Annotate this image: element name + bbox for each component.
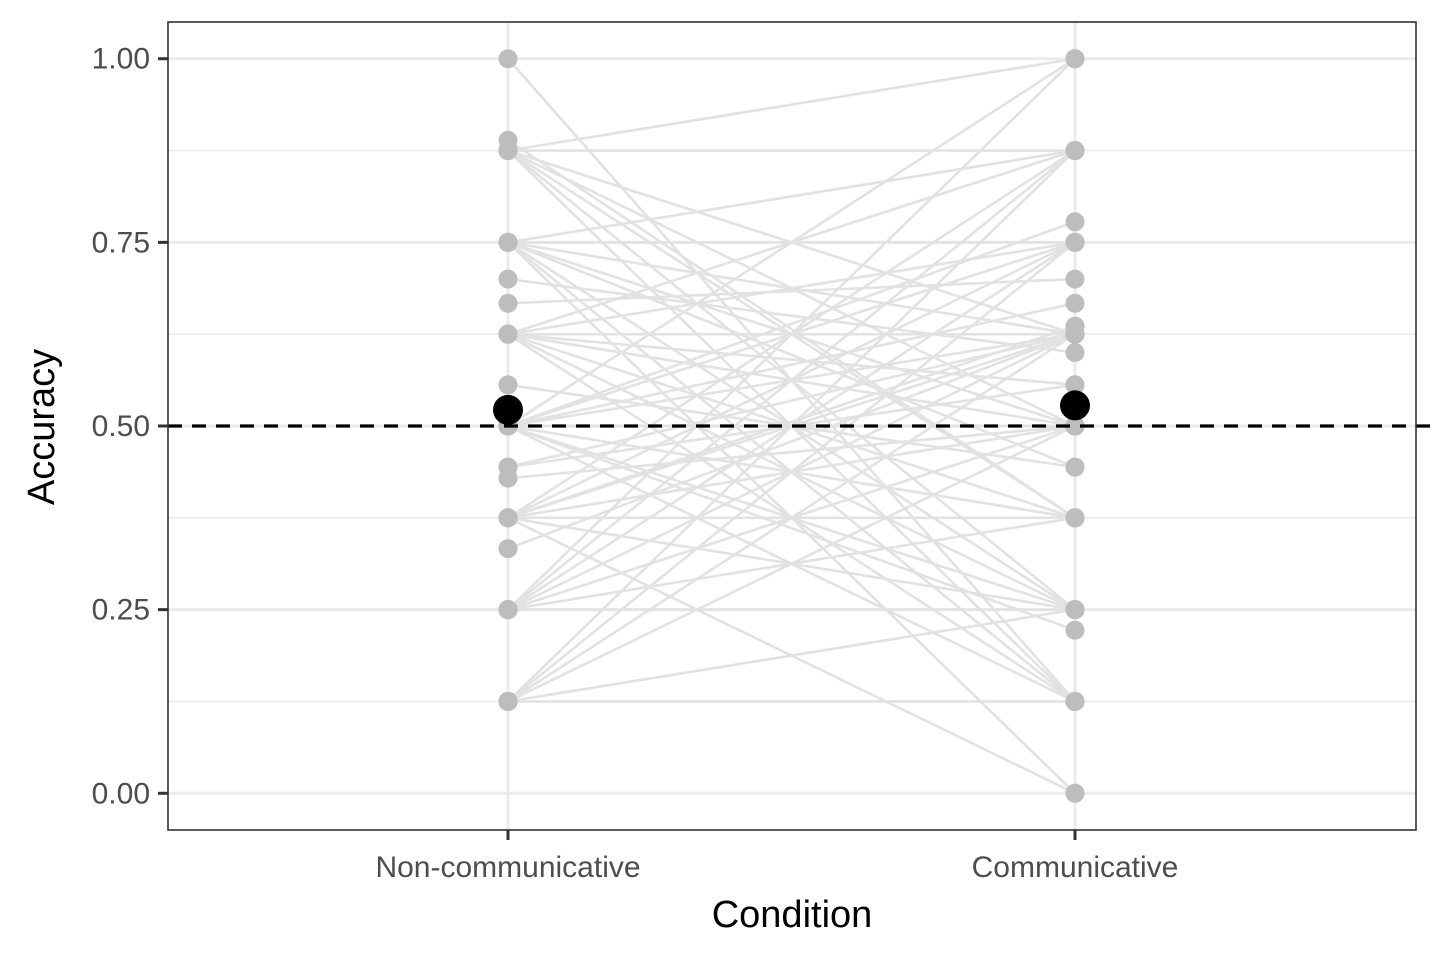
pair-line <box>507 277 1076 305</box>
pair-line <box>507 332 1076 550</box>
pair-line <box>507 241 1076 336</box>
pair-line <box>507 57 1076 611</box>
y-tick-label: 1.00 <box>92 43 150 76</box>
mean-points <box>493 390 1090 425</box>
pair-line <box>507 149 1076 703</box>
individual-point-communicative <box>1065 783 1085 803</box>
pair-line <box>507 149 1076 611</box>
individual-point-communicative <box>1065 375 1085 395</box>
individual-point-communicative <box>1065 324 1085 344</box>
individual-point-non-communicative <box>498 293 518 313</box>
pair-line <box>507 241 1076 469</box>
individual-point-communicative <box>1065 457 1085 477</box>
individual-point-communicative <box>1065 620 1085 640</box>
y-tick-label: 0.25 <box>92 594 150 627</box>
individual-point-non-communicative <box>498 600 518 620</box>
individual-point-non-communicative <box>498 539 518 559</box>
individual-point-communicative <box>1065 212 1085 232</box>
individual-point-non-communicative <box>498 232 518 252</box>
pair-line <box>507 332 1076 387</box>
mean-point <box>493 394 523 425</box>
individual-point-communicative <box>1065 691 1085 711</box>
pair-line <box>507 324 1076 520</box>
individual-point-non-communicative <box>498 375 518 395</box>
individual-point-non-communicative <box>498 269 518 289</box>
individual-point-non-communicative <box>498 324 518 344</box>
x-axis-title: Condition <box>712 894 873 936</box>
pair-line <box>507 333 1076 703</box>
pair-line <box>507 424 1076 632</box>
individual-point-non-communicative <box>498 508 518 528</box>
pair-line <box>507 608 1076 703</box>
individual-point-communicative <box>1065 49 1085 69</box>
pair-line <box>507 424 1076 703</box>
individual-point-communicative <box>1065 508 1085 528</box>
pair-line <box>507 57 1076 428</box>
individual-point-communicative <box>1065 141 1085 161</box>
pair-lines <box>507 57 1076 795</box>
mean-point <box>1060 390 1090 421</box>
pair-line <box>507 149 1076 244</box>
x-tick-label: Non-communicative <box>375 851 640 884</box>
pair-line <box>507 220 1076 428</box>
pair-line <box>507 302 1076 428</box>
pair-line <box>507 332 1076 469</box>
y-tick-label: 0.00 <box>92 777 150 810</box>
individual-point-communicative <box>1065 343 1085 363</box>
individual-point-non-communicative <box>498 141 518 161</box>
individual-point-communicative <box>1065 232 1085 252</box>
y-tick-label: 0.75 <box>92 226 150 259</box>
individual-point-non-communicative <box>498 468 518 488</box>
individual-point-communicative <box>1065 269 1085 289</box>
pair-line <box>507 139 1076 519</box>
individual-point-non-communicative <box>498 49 518 69</box>
individual-point-communicative <box>1065 600 1085 620</box>
pair-line <box>507 57 1076 152</box>
x-tick-label: Communicative <box>972 851 1179 884</box>
individual-point-communicative <box>1065 416 1085 436</box>
pair-line <box>507 277 1076 354</box>
y-axis-title: Accuracy <box>21 349 63 505</box>
axes: 0.00 0.25 0.50 0.75 1.00 Non-communicative Com… <box>92 43 1179 884</box>
pair-line <box>507 424 1076 480</box>
individual-point-non-communicative <box>498 691 518 711</box>
pair-line <box>507 241 1076 703</box>
y-tick-label: 0.50 <box>92 410 150 443</box>
individual-point-communicative <box>1065 293 1085 313</box>
